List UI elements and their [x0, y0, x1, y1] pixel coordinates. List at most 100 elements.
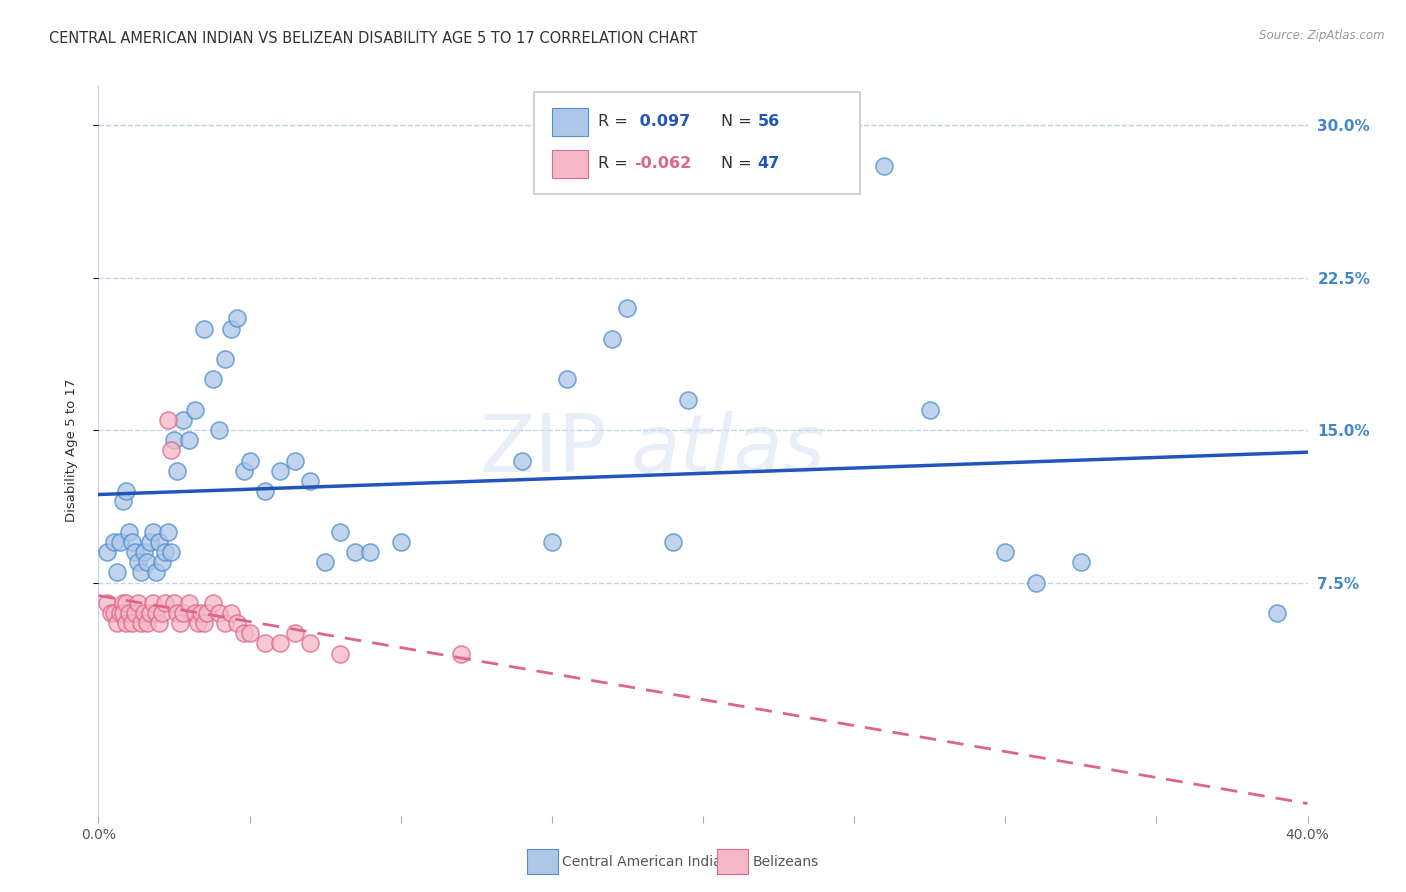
- Point: [148, 616, 170, 631]
- Point: [214, 616, 236, 631]
- Point: [221, 606, 243, 620]
- FancyBboxPatch shape: [534, 92, 860, 194]
- Point: [389, 534, 412, 549]
- Text: atlas: atlas: [630, 411, 825, 490]
- Point: [118, 606, 141, 620]
- Point: [142, 524, 165, 539]
- Point: [202, 596, 225, 610]
- Point: [103, 606, 125, 620]
- Point: [135, 555, 157, 569]
- Point: [148, 534, 170, 549]
- FancyBboxPatch shape: [551, 108, 588, 136]
- Point: [1267, 606, 1289, 620]
- Point: [1024, 575, 1046, 590]
- Point: [150, 555, 173, 569]
- Point: [994, 545, 1017, 559]
- Point: [114, 596, 136, 610]
- Point: [129, 566, 152, 580]
- Point: [118, 524, 141, 539]
- Point: [153, 545, 176, 559]
- Point: [96, 596, 118, 610]
- Point: [127, 555, 149, 569]
- Point: [160, 545, 183, 559]
- Point: [121, 534, 143, 549]
- Point: [156, 524, 179, 539]
- Point: [232, 464, 254, 478]
- Point: [208, 423, 231, 437]
- Point: [193, 616, 215, 631]
- Text: R =: R =: [598, 114, 633, 128]
- Point: [135, 616, 157, 631]
- FancyBboxPatch shape: [551, 150, 588, 178]
- Point: [179, 434, 201, 448]
- Text: R =: R =: [598, 156, 633, 171]
- Point: [150, 606, 173, 620]
- Point: [105, 616, 128, 631]
- Point: [169, 616, 191, 631]
- Point: [344, 545, 367, 559]
- Point: [163, 434, 186, 448]
- Point: [450, 647, 472, 661]
- Point: [153, 596, 176, 610]
- Point: [1070, 555, 1092, 569]
- Point: [103, 534, 125, 549]
- Point: [105, 566, 128, 580]
- Point: [172, 413, 194, 427]
- Point: [156, 413, 179, 427]
- Point: [193, 321, 215, 335]
- Point: [226, 616, 249, 631]
- Point: [124, 545, 146, 559]
- Point: [132, 606, 155, 620]
- Point: [269, 464, 291, 478]
- Point: [226, 311, 249, 326]
- Point: [284, 453, 307, 467]
- Point: [873, 159, 896, 173]
- Point: [676, 392, 699, 407]
- Point: [202, 372, 225, 386]
- Text: -0.062: -0.062: [634, 156, 692, 171]
- Point: [284, 626, 307, 640]
- Point: [163, 596, 186, 610]
- Point: [139, 606, 162, 620]
- Y-axis label: Disability Age 5 to 17: Disability Age 5 to 17: [65, 379, 77, 522]
- Text: N =: N =: [721, 114, 756, 128]
- Text: Source: ZipAtlas.com: Source: ZipAtlas.com: [1260, 29, 1385, 42]
- Text: N =: N =: [721, 156, 756, 171]
- Text: Central American Indians: Central American Indians: [562, 855, 738, 869]
- Point: [253, 484, 276, 499]
- Point: [299, 636, 322, 650]
- Point: [124, 606, 146, 620]
- Point: [360, 545, 382, 559]
- Point: [661, 534, 683, 549]
- Point: [127, 596, 149, 610]
- Point: [239, 626, 262, 640]
- Point: [184, 402, 207, 417]
- Point: [221, 321, 243, 335]
- Text: 47: 47: [758, 156, 780, 171]
- Text: ZIP: ZIP: [479, 411, 606, 490]
- Point: [108, 606, 131, 620]
- Point: [239, 453, 262, 467]
- Point: [232, 626, 254, 640]
- Point: [540, 534, 562, 549]
- Point: [253, 636, 276, 650]
- Point: [179, 596, 201, 610]
- Point: [142, 596, 165, 610]
- Point: [208, 606, 231, 620]
- Point: [269, 636, 291, 650]
- Point: [166, 464, 188, 478]
- Point: [145, 566, 167, 580]
- Point: [299, 474, 322, 488]
- Point: [121, 616, 143, 631]
- Point: [145, 606, 167, 620]
- Text: CENTRAL AMERICAN INDIAN VS BELIZEAN DISABILITY AGE 5 TO 17 CORRELATION CHART: CENTRAL AMERICAN INDIAN VS BELIZEAN DISA…: [49, 31, 697, 46]
- Text: Belizeans: Belizeans: [752, 855, 818, 869]
- Point: [111, 606, 134, 620]
- Point: [100, 606, 122, 620]
- Point: [114, 484, 136, 499]
- Text: 0.097: 0.097: [634, 114, 690, 128]
- Point: [329, 647, 352, 661]
- Point: [187, 616, 209, 631]
- Point: [510, 453, 533, 467]
- Point: [329, 524, 352, 539]
